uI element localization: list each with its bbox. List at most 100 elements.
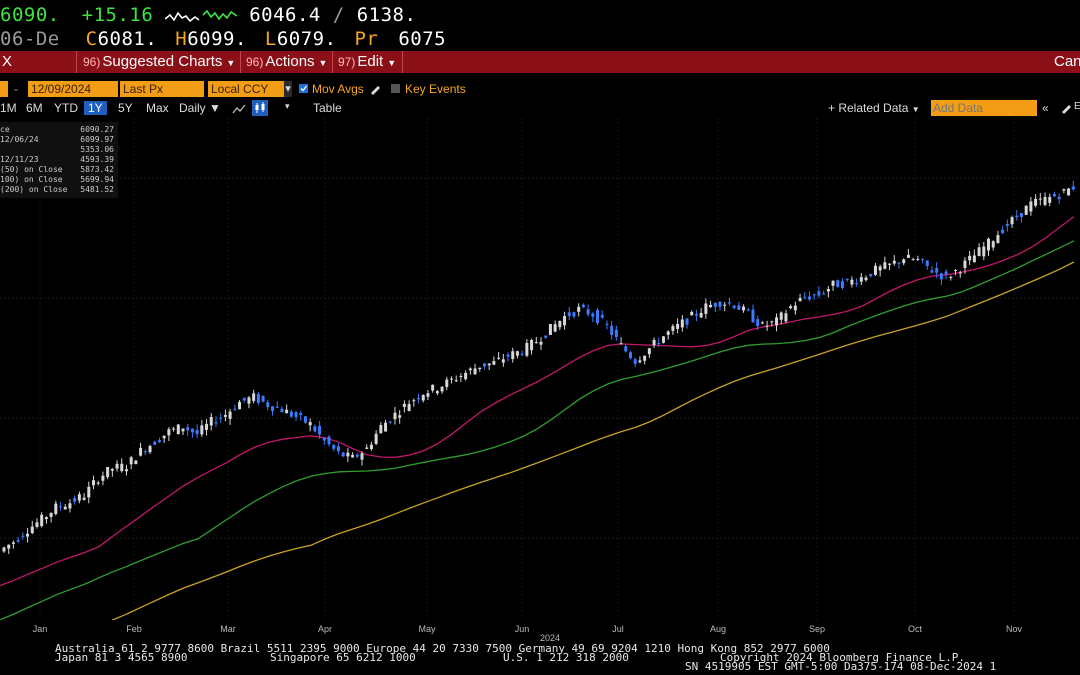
- candle-body: [374, 433, 378, 444]
- candle-body: [143, 451, 147, 453]
- candle-body: [1062, 189, 1066, 191]
- candle-body: [520, 353, 524, 355]
- price-chart[interactable]: [0, 118, 1080, 620]
- date-range-dash: -: [14, 82, 18, 96]
- candle-body: [713, 302, 717, 307]
- candle-body: [379, 425, 383, 434]
- candle-body: [219, 417, 223, 419]
- range-low: 6046.4: [249, 4, 321, 26]
- candle-body: [332, 444, 336, 449]
- key-events-checkbox[interactable]: [391, 84, 400, 93]
- candle-body: [501, 359, 505, 363]
- menu-actions[interactable]: 96) Actions ▼: [246, 53, 327, 70]
- candle-body: [1038, 198, 1042, 200]
- menu-suggested-charts[interactable]: 96) Suggested Charts ▼: [83, 53, 235, 70]
- candle-body: [694, 313, 698, 316]
- candle-body: [124, 469, 128, 472]
- line-chart-icon[interactable]: [232, 103, 246, 115]
- tab-max[interactable]: Max: [146, 101, 169, 115]
- legend-key: 100) on Close: [0, 175, 63, 184]
- tab-5y[interactable]: 5Y: [118, 101, 133, 115]
- currency-dropdown-icon[interactable]: ▾: [284, 81, 292, 97]
- candle-body: [822, 293, 826, 295]
- candle-body: [869, 273, 873, 277]
- candle-body: [101, 475, 105, 481]
- high-value: 6099.: [187, 28, 247, 50]
- open-prefix: C: [85, 28, 98, 50]
- candle-body: [534, 342, 538, 344]
- candle-body: [176, 424, 180, 435]
- legend-row: 100) on Close 5699.94: [0, 175, 114, 185]
- table-button[interactable]: Table: [313, 101, 342, 115]
- candle-body: [407, 404, 411, 411]
- prev-value: 6075: [398, 28, 447, 50]
- candle-body: [1029, 201, 1033, 212]
- candle-body: [661, 336, 665, 343]
- candle-body: [553, 324, 557, 332]
- candle-body: [539, 341, 543, 345]
- candle-body: [172, 428, 176, 430]
- tab-6m[interactable]: 6M: [26, 101, 43, 115]
- legend-key: ce: [0, 125, 10, 134]
- candle-body: [638, 360, 642, 363]
- menu-label: Actions: [265, 53, 315, 70]
- candle-body: [680, 319, 684, 328]
- tab-ytd[interactable]: YTD: [54, 101, 78, 115]
- legend-key: 12/11/23: [0, 155, 39, 164]
- collapse-icon[interactable]: «: [1042, 101, 1049, 115]
- candle-body: [1067, 188, 1071, 196]
- tab-1m[interactable]: 1M: [0, 101, 17, 115]
- candle-body: [482, 363, 486, 367]
- candle-body: [77, 494, 81, 501]
- candle-body: [412, 400, 416, 402]
- candle-body: [855, 282, 859, 284]
- menu-cancel[interactable]: Can: [1054, 53, 1080, 70]
- menu-edit[interactable]: 97) Edit ▼: [338, 53, 396, 70]
- mov-avgs-checkbox[interactable]: [299, 84, 308, 93]
- pencil-icon[interactable]: [1060, 102, 1072, 114]
- currency-select[interactable]: Local CCY: [208, 81, 284, 97]
- mov-avgs-label[interactable]: Mov Avgs: [312, 82, 364, 96]
- footer-us: U.S. 1 212 318 2000: [503, 651, 629, 664]
- tab-1y[interactable]: 1Y: [84, 101, 107, 115]
- candle-body: [275, 406, 279, 408]
- related-data-button[interactable]: + Related Data ▼: [828, 101, 920, 115]
- candle-body: [888, 263, 892, 265]
- candle-body: [723, 304, 727, 306]
- candlestick-toggle[interactable]: [252, 100, 268, 116]
- price-field-select[interactable]: Last Px: [120, 81, 204, 97]
- candle-body: [129, 457, 133, 465]
- frequency-label: Daily: [179, 101, 206, 115]
- caret-down-icon: ▼: [318, 58, 328, 68]
- candle-body: [831, 280, 835, 286]
- candle-body: [784, 313, 788, 322]
- candle-body: [285, 409, 289, 414]
- candle-body: [991, 241, 995, 248]
- candle-body: [718, 301, 722, 307]
- candle-body: [977, 247, 981, 256]
- menu-ticker-label[interactable]: X: [2, 53, 13, 70]
- add-data-input[interactable]: [931, 100, 1037, 116]
- end-date-field[interactable]: [0, 81, 8, 97]
- key-events-label[interactable]: Key Events: [405, 82, 466, 96]
- candle-body: [878, 266, 882, 271]
- candle-body: [134, 460, 138, 465]
- start-date-field[interactable]: 12/09/2024: [28, 81, 118, 97]
- candle-body: [162, 435, 166, 439]
- frequency-select[interactable]: Daily ▼: [179, 101, 221, 115]
- candle-body: [322, 437, 326, 441]
- chart-type-dropdown-icon[interactable]: ▾: [285, 101, 290, 111]
- candle-body: [44, 517, 48, 520]
- menu-divider: [402, 51, 403, 73]
- overflow-label: E: [1074, 101, 1080, 112]
- pencil-icon[interactable]: [369, 83, 381, 95]
- candle-body: [624, 346, 628, 352]
- candle-body: [789, 306, 793, 309]
- caret-down-icon: ▼: [387, 58, 397, 68]
- sparkline-icon: [165, 9, 238, 22]
- related-data-label: + Related Data: [828, 101, 909, 115]
- candle-body: [214, 422, 218, 424]
- candle-body: [581, 304, 585, 308]
- candle-body: [360, 453, 364, 460]
- low-value: 6079.: [276, 28, 337, 50]
